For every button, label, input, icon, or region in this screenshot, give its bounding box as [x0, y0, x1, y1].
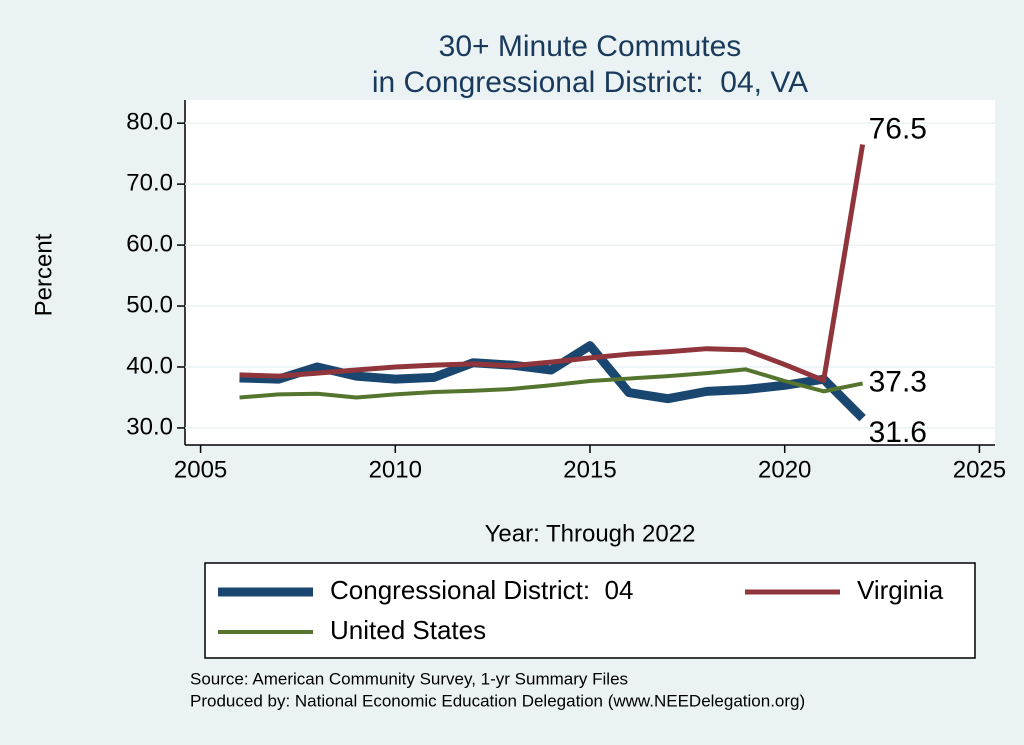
x-tick-label: 2025 — [953, 456, 1006, 483]
end-value-label: 37.3 — [869, 365, 927, 398]
chart-title: 30+ Minute Commutes — [439, 30, 742, 63]
y-tick-label: 80.0 — [126, 109, 173, 136]
source-note: Produced by: National Economic Education… — [190, 691, 805, 710]
series-line — [239, 144, 866, 383]
y-tick-label: 50.0 — [126, 291, 173, 318]
y-tick-label: 30.0 — [126, 413, 173, 440]
x-axis-label: Year: Through 2022 — [485, 520, 696, 547]
y-axis-label: Percent — [30, 233, 57, 316]
legend-label: Virginia — [857, 575, 944, 605]
series-line — [239, 367, 863, 400]
legend-box — [204, 562, 976, 659]
end-value-label: 76.5 — [869, 112, 927, 145]
source-note: Source: American Community Survey, 1-yr … — [190, 669, 628, 688]
x-tick-label: 2020 — [758, 456, 811, 483]
legend-label: Congressional District: 04 — [330, 575, 633, 605]
end-value-label: 31.6 — [869, 416, 927, 449]
y-tick-label: 40.0 — [126, 352, 173, 379]
y-tick-label: 60.0 — [126, 230, 173, 257]
legend-label: United States — [330, 615, 486, 645]
x-tick-label: 2010 — [369, 456, 422, 483]
x-tick-label: 2005 — [174, 456, 227, 483]
x-tick-label: 2015 — [563, 456, 616, 483]
y-tick-label: 70.0 — [126, 169, 173, 196]
chart-title: in Congressional District: 04, VA — [372, 66, 808, 99]
